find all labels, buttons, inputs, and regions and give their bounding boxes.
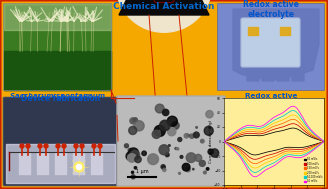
Circle shape	[142, 151, 146, 156]
Circle shape	[186, 153, 196, 163]
Bar	[55, 153, 67, 175]
FancyBboxPatch shape	[247, 59, 259, 81]
FancyBboxPatch shape	[241, 18, 300, 67]
Circle shape	[200, 139, 204, 143]
Circle shape	[125, 144, 129, 148]
FancyBboxPatch shape	[277, 59, 289, 81]
Circle shape	[167, 116, 177, 126]
Circle shape	[196, 127, 197, 128]
Circle shape	[190, 135, 193, 138]
Text: 1 μm: 1 μm	[136, 169, 148, 174]
Circle shape	[133, 118, 137, 122]
Circle shape	[204, 126, 213, 135]
Circle shape	[190, 134, 194, 138]
Circle shape	[62, 144, 66, 148]
Bar	[37, 153, 49, 175]
FancyBboxPatch shape	[117, 96, 225, 186]
Circle shape	[160, 120, 170, 131]
Bar	[280, 27, 290, 35]
Circle shape	[175, 147, 177, 149]
Circle shape	[76, 164, 81, 170]
Circle shape	[168, 127, 176, 136]
Circle shape	[74, 162, 84, 172]
Bar	[73, 153, 85, 175]
Circle shape	[132, 171, 133, 173]
Circle shape	[165, 153, 169, 157]
Circle shape	[134, 121, 144, 131]
Circle shape	[161, 165, 165, 169]
Circle shape	[130, 118, 136, 124]
Polygon shape	[233, 9, 319, 80]
Circle shape	[158, 131, 160, 132]
Circle shape	[162, 109, 169, 116]
Circle shape	[204, 171, 206, 174]
FancyBboxPatch shape	[217, 4, 324, 91]
Circle shape	[80, 144, 84, 148]
Circle shape	[194, 132, 199, 138]
Circle shape	[134, 167, 137, 169]
Bar	[6, 144, 115, 183]
FancyBboxPatch shape	[292, 59, 304, 81]
Circle shape	[131, 175, 135, 179]
Circle shape	[199, 160, 205, 166]
Circle shape	[148, 154, 158, 165]
Circle shape	[176, 148, 179, 150]
Circle shape	[56, 144, 60, 148]
Circle shape	[20, 144, 24, 148]
Circle shape	[195, 154, 202, 161]
Bar	[4, 51, 111, 90]
Circle shape	[208, 149, 213, 154]
Circle shape	[26, 144, 30, 148]
Circle shape	[152, 130, 160, 138]
Circle shape	[193, 168, 194, 170]
Bar	[4, 4, 111, 30]
Circle shape	[135, 156, 141, 163]
Circle shape	[98, 144, 102, 148]
Text: Saccharum spontaneum: Saccharum spontaneum	[10, 93, 105, 99]
Circle shape	[128, 148, 132, 152]
FancyBboxPatch shape	[262, 59, 274, 81]
Circle shape	[180, 156, 183, 158]
Circle shape	[92, 144, 96, 148]
Circle shape	[74, 144, 78, 148]
Circle shape	[159, 145, 169, 155]
Circle shape	[130, 150, 140, 160]
Circle shape	[128, 154, 136, 162]
Text: Device fabrication: Device fabrication	[21, 94, 100, 103]
Circle shape	[211, 149, 219, 157]
Bar	[91, 153, 103, 175]
Circle shape	[129, 126, 137, 135]
Circle shape	[172, 122, 179, 129]
Circle shape	[126, 152, 135, 160]
Circle shape	[206, 111, 213, 118]
Circle shape	[44, 144, 48, 148]
Circle shape	[155, 104, 164, 113]
Circle shape	[154, 125, 165, 136]
Polygon shape	[119, 0, 209, 15]
Circle shape	[169, 145, 170, 146]
Circle shape	[178, 138, 182, 142]
Circle shape	[116, 0, 212, 32]
Circle shape	[187, 134, 189, 136]
Circle shape	[182, 163, 190, 171]
Text: Redox active
electrolyte: Redox active electrolyte	[243, 0, 299, 19]
Circle shape	[184, 134, 189, 138]
Circle shape	[163, 168, 166, 172]
Circle shape	[206, 168, 209, 170]
Bar	[19, 153, 31, 175]
Bar	[4, 4, 111, 90]
Circle shape	[162, 166, 165, 169]
Circle shape	[38, 144, 42, 148]
FancyBboxPatch shape	[3, 97, 118, 186]
Bar	[248, 27, 258, 35]
Legend: 50 mV/s, 100 mV/s, 150 mV/s, 200 mV/s, 50,000 mV/s, 50 mV/s: 50 mV/s, 100 mV/s, 150 mV/s, 200 mV/s, 5…	[303, 157, 323, 184]
Text: Chemical Activation: Chemical Activation	[113, 2, 215, 11]
Circle shape	[178, 172, 180, 174]
Circle shape	[129, 148, 139, 158]
Circle shape	[186, 168, 190, 172]
Text: Redox active
electrolyte: Redox active electrolyte	[245, 93, 297, 106]
Y-axis label: Current density (A/g): Current density (A/g)	[209, 120, 213, 163]
